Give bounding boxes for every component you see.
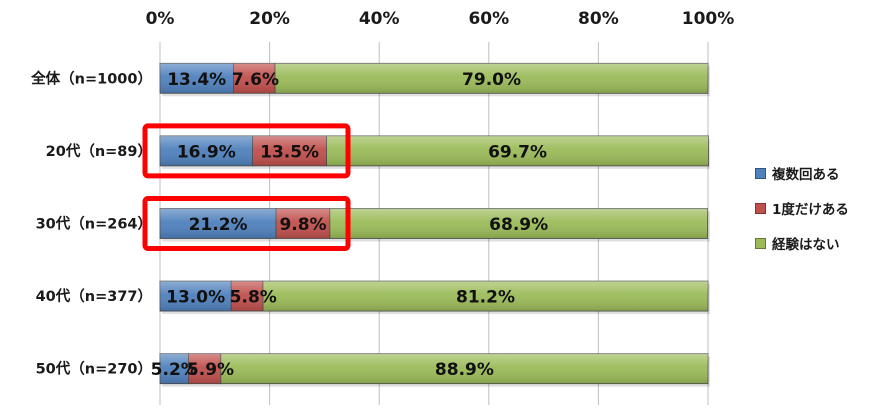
x-tick-label: 20% [249,9,290,29]
data-labels: 13.4% 7.6% 79.0% 16.9% 13.5% 69.7% 21.2% 9.8% 68… [151,70,548,380]
data-label: 5.9% [187,360,234,380]
data-label: 81.2% [456,288,515,308]
bar-shine [160,281,232,312]
data-label: 13.4% [167,70,226,90]
data-label: 7.6% [232,70,279,90]
bar-shine [329,208,708,239]
bar-shine [160,208,277,239]
legend-label: 経験はない [772,237,840,253]
legend-item-never: 経験はない [755,234,849,253]
bar-shine [276,208,330,239]
bar-shine [220,353,708,384]
x-tick-label: 40% [359,9,400,29]
data-label: 5.8% [230,288,277,308]
bar-shine [160,63,234,94]
legend-swatch [755,202,766,214]
legend-item-once: 1度だけある [755,199,849,218]
category-label: 40代（n=377） [36,287,152,305]
data-label: 13.5% [260,142,319,162]
data-label: 16.9% [177,142,236,162]
legend: 複数回ある 1度だけある 経験はない [755,164,849,269]
data-label: 9.8% [279,215,326,235]
x-axis-tick-labels: 0% 20% 40% 60% 80% 100% [146,9,735,29]
legend-swatch [755,167,766,179]
data-label: 13.0% [166,288,225,308]
bar-shine [160,353,189,384]
highlight-boxes [142,123,351,251]
bar-shine [188,353,221,384]
data-label: 88.9% [435,360,494,380]
category-label: 20代（n=89） [46,142,152,160]
highlight-box [142,123,351,179]
bar-shine [231,281,264,312]
bar-shine [263,281,708,312]
category-label: 30代（n=264） [36,215,152,233]
data-label: 79.0% [462,70,521,90]
data-label: 21.2% [189,215,248,235]
x-tick-label: 100% [682,9,735,29]
legend-item-multiple: 複数回ある [755,164,849,183]
legend-label: 複数回ある [772,167,840,183]
data-label: 69.7% [488,142,547,162]
x-tick-label: 60% [468,9,509,29]
category-label: 50代（n=270） [36,360,152,378]
bar-shine [160,135,253,166]
category-labels: 全体（n=1000） 20代（n=89） 30代（n=264） 40代（n=377） 5… [30,69,152,377]
data-label: 5.2% [151,360,198,380]
data-label: 68.9% [489,215,548,235]
x-tick-label: 80% [578,9,619,29]
bar-shine [252,135,327,166]
bar-shine [275,63,708,94]
bar-shine [326,135,709,166]
legend-swatch [755,237,766,249]
category-label: 全体（n=1000） [30,69,152,87]
legend-label: 1度だけある [772,202,849,218]
x-tick-label: 0% [146,9,175,29]
highlight-box [142,196,351,251]
bars [159,62,710,387]
bar-shine [233,63,276,94]
